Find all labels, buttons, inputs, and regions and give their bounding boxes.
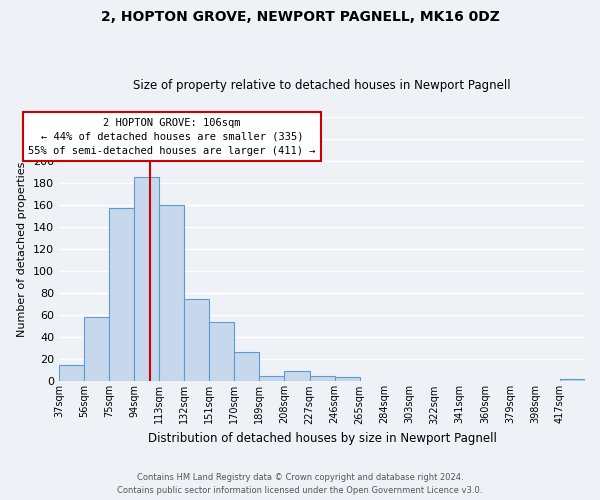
Text: 2, HOPTON GROVE, NEWPORT PAGNELL, MK16 0DZ: 2, HOPTON GROVE, NEWPORT PAGNELL, MK16 0…: [101, 10, 499, 24]
Title: Size of property relative to detached houses in Newport Pagnell: Size of property relative to detached ho…: [133, 79, 511, 92]
Bar: [109, 208, 134, 382]
Bar: [310, 376, 335, 382]
Text: 2 HOPTON GROVE: 106sqm
← 44% of detached houses are smaller (335)
55% of semi-de: 2 HOPTON GROVE: 106sqm ← 44% of detached…: [28, 118, 316, 156]
Bar: [235, 352, 259, 382]
Bar: [560, 379, 585, 382]
Bar: [259, 376, 284, 382]
Bar: [59, 365, 84, 382]
Text: Contains HM Land Registry data © Crown copyright and database right 2024.
Contai: Contains HM Land Registry data © Crown c…: [118, 474, 482, 495]
Y-axis label: Number of detached properties: Number of detached properties: [17, 162, 28, 337]
X-axis label: Distribution of detached houses by size in Newport Pagnell: Distribution of detached houses by size …: [148, 432, 496, 445]
Bar: [134, 178, 159, 382]
Bar: [184, 298, 209, 382]
Bar: [209, 322, 235, 382]
Bar: [284, 372, 310, 382]
Bar: [335, 377, 359, 382]
Bar: [159, 205, 184, 382]
Bar: [84, 318, 109, 382]
